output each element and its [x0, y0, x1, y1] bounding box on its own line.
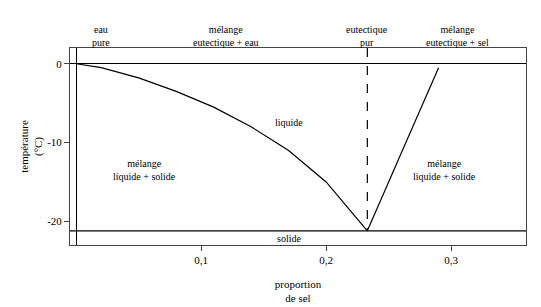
- svg-text:0: 0: [56, 58, 62, 70]
- svg-text:proportionde sel: proportionde sel: [275, 278, 322, 304]
- svg-text:mélangeliquide + solide: mélangeliquide + solide: [113, 158, 176, 182]
- svg-text:-10: -10: [47, 136, 62, 148]
- svg-text:mélangeliquide + solide: mélangeliquide + solide: [413, 158, 476, 182]
- svg-text:0,3: 0,3: [444, 254, 458, 266]
- svg-text:mélangeeutectique + eau: mélangeeutectique + eau: [193, 24, 259, 48]
- svg-text:température(°C): température(°C): [18, 120, 45, 173]
- svg-text:eutectiquepur: eutectiquepur: [346, 24, 388, 48]
- svg-text:eaupure: eaupure: [92, 24, 110, 48]
- svg-text:mélangeeutectique + sel: mélangeeutectique + sel: [426, 24, 489, 48]
- svg-text:solide: solide: [277, 233, 301, 244]
- svg-text:-20: -20: [47, 215, 62, 227]
- svg-text:0,2: 0,2: [319, 254, 333, 266]
- svg-text:0,1: 0,1: [194, 254, 208, 266]
- svg-text:liquide: liquide: [275, 117, 303, 128]
